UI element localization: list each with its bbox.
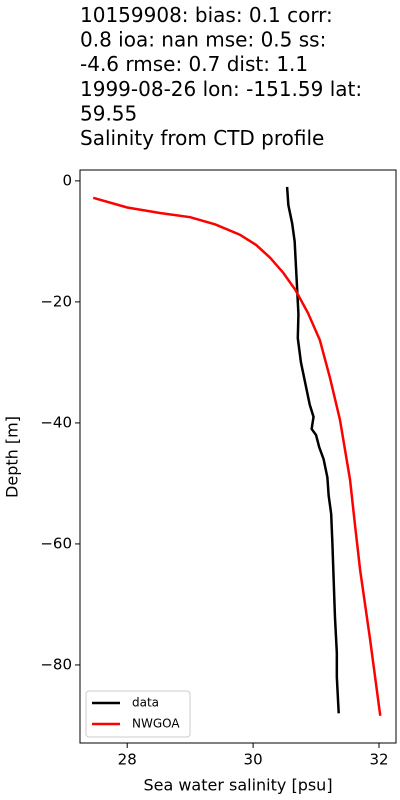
chart-title: 10159908: bias: 0.1 corr:: [80, 3, 333, 27]
chart-title: 0.8 ioa: nan mse: 0.5 ss:: [80, 28, 326, 52]
plot-frame: [79, 169, 397, 744]
line: [285, 186, 340, 714]
y-tick-label: −80: [40, 655, 72, 673]
y-tick-label: −20: [40, 292, 72, 310]
x-axis-label: Sea water salinity [psu]: [143, 776, 332, 795]
x-tick-label: 30: [244, 751, 263, 769]
chart-title: 1999-08-26 lon: -151.59 lat:: [80, 77, 362, 101]
x-tick-label: 28: [118, 751, 137, 769]
line: [92, 196, 382, 716]
y-tick-label: 0: [62, 171, 72, 189]
chart-title: Salinity from CTD profile: [80, 126, 324, 150]
chart-title: 59.55: [80, 101, 137, 125]
legend-label: data: [132, 696, 159, 710]
y-axis-label: Depth [m]: [3, 416, 22, 498]
y-tick-label: −60: [40, 534, 72, 552]
chart-title: -4.6 rmse: 0.7 dist: 1.1: [80, 52, 308, 76]
x-tick-label: 32: [369, 751, 388, 769]
legend-label: NWGOA: [132, 717, 180, 731]
y-tick-label: −40: [40, 413, 72, 431]
